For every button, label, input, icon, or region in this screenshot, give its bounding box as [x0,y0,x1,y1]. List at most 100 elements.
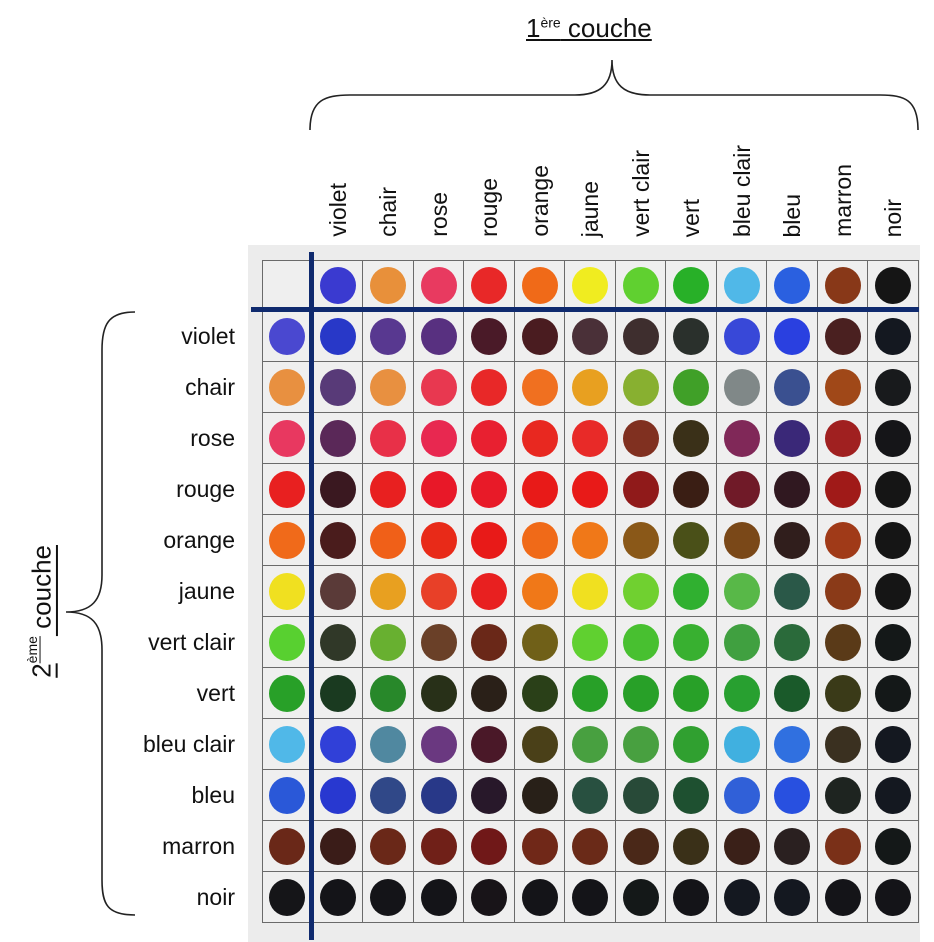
grid-cell [868,515,919,566]
grid-cell [615,617,666,668]
grid-cell [514,464,565,515]
mix-color-dot [673,675,709,712]
mix-color-dot [774,726,810,763]
grid-cell [312,464,363,515]
mix-color-dot [319,879,356,916]
mix-color-dot [723,420,760,457]
mix-color-dot [420,777,457,814]
mix-color-dot [824,369,861,406]
grid-cell [363,668,414,719]
mix-color-dot [824,879,861,916]
title-first-layer-number: 1 [526,13,541,43]
mix-color-dot [319,828,356,865]
mix-color-dot [370,624,406,661]
mix-color-dot [774,522,810,559]
grid-cell [413,821,464,872]
mix-color-dot [370,828,406,865]
column-label: noir [880,198,907,237]
mix-color-dot [723,726,760,763]
grid-cell [262,872,313,923]
grid-cell [312,515,363,566]
grid-cell [817,362,868,413]
horizontal-divider [251,307,919,312]
row-label: violet [181,322,235,349]
row-label: vert [196,679,235,706]
mix-color-dot [319,675,356,712]
grid-cell [514,668,565,719]
mix-color-dot [824,573,861,610]
mix-color-dot [420,522,457,559]
grid-cell [716,617,767,668]
mix-color-dot [875,420,911,457]
mix-color-dot [471,675,507,712]
grid-cell [363,872,414,923]
grid-cell [363,413,414,464]
grid-cell [615,668,666,719]
mix-color-dot [319,573,356,610]
mix-color-dot [875,573,911,610]
grid-cell [262,464,313,515]
grid-cell [514,617,565,668]
grid-cell [312,260,363,311]
second-layer-color-dot [269,624,305,661]
first-layer-color-dot [420,267,457,304]
mix-color-dot [370,777,406,814]
first-layer-color-dot [319,267,356,304]
mix-color-dot [471,624,507,661]
grid-cell [817,872,868,923]
grid-cell [413,311,464,362]
mix-color-dot [521,420,558,457]
mix-color-dot [824,522,861,559]
row-label: marron [162,832,235,859]
grid-cell [514,413,565,464]
grid-cell [666,821,717,872]
grid-cell [767,770,818,821]
grid-cell [464,260,515,311]
mix-color-dot [875,369,911,406]
grid-cell [312,719,363,770]
row-label: orange [163,526,235,553]
grid-cell [767,821,818,872]
grid-cell [767,362,818,413]
mix-color-dot [774,471,810,508]
mix-color-dot [521,471,558,508]
second-layer-color-dot [269,471,305,508]
grid-cell [262,311,313,362]
mix-color-dot [471,726,507,763]
grid-cell [514,821,565,872]
second-layer-color-dot [269,726,305,763]
row-label: vert clair [148,628,235,655]
grid-cell [464,821,515,872]
mix-color-dot [521,369,558,406]
grid-cell [514,260,565,311]
mix-color-dot [673,828,709,865]
mix-color-dot [521,624,558,661]
grid-cell [666,464,717,515]
mix-color-dot [471,777,507,814]
mix-color-dot [572,522,608,559]
second-layer-color-dot [269,522,305,559]
grid-cell [666,617,717,668]
first-layer-color-dot [673,267,709,304]
grid-cell [615,719,666,770]
mix-color-dot [471,369,507,406]
grid-cell [767,515,818,566]
mix-color-dot [723,879,760,916]
grid-cell [565,566,616,617]
grid-cell [565,770,616,821]
grid-cell [615,311,666,362]
grid-cell [312,362,363,413]
top-brace [309,59,919,131]
grid-cell [716,311,767,362]
grid-cell [666,260,717,311]
grid-cell [514,566,565,617]
mix-color-dot [420,624,457,661]
mix-color-dot [824,318,861,355]
grid-cell [262,719,313,770]
row-label: jaune [178,577,235,604]
grid-cell [817,464,868,515]
mix-color-dot [723,318,760,355]
mix-color-dot [420,471,457,508]
grid-cell [817,566,868,617]
mix-color-dot [521,675,558,712]
